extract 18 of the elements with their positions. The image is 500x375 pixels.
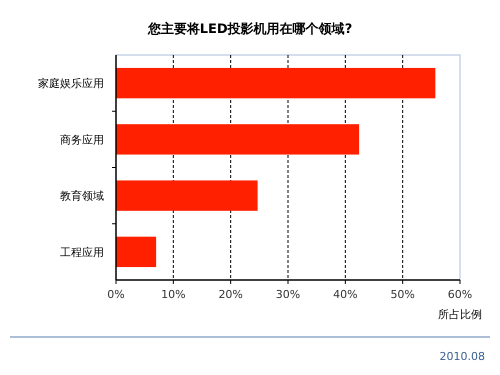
y-tick-label: 家庭娱乐应用 — [38, 77, 104, 90]
text: 2010.08 — [440, 350, 485, 363]
x-tick-label: 20% — [218, 288, 243, 301]
x-tick-label: 50% — [390, 288, 415, 301]
bar — [116, 124, 360, 155]
bar — [116, 68, 436, 98]
chart-title: 您主要将LED投影机用在哪个领域? — [146, 21, 352, 37]
bar — [116, 236, 156, 268]
x-tick-label: 0% — [107, 288, 125, 301]
x-tick-label: 40% — [333, 288, 358, 301]
y-tick-label: 商务应用 — [60, 133, 104, 146]
x-tick-label: 10% — [161, 288, 186, 301]
y-tick-label: 工程应用 — [60, 246, 104, 259]
x-axis-title: 所占比例 — [438, 308, 482, 321]
x-tick-label: 30% — [276, 288, 300, 301]
y-tick-label: 教育领域 — [60, 190, 104, 203]
bar — [116, 180, 258, 211]
x-tick-label: 60% — [448, 288, 472, 301]
